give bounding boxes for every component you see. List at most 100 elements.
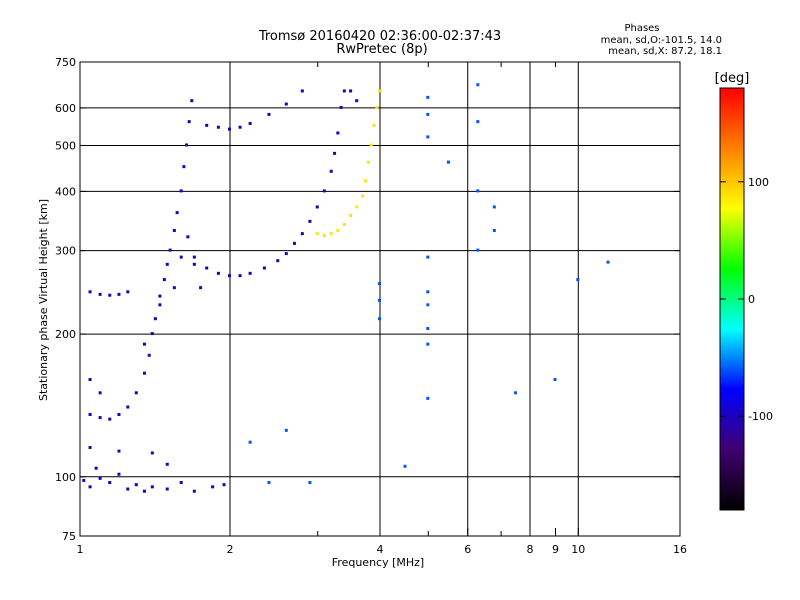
data-point	[369, 143, 373, 147]
data-point	[172, 286, 176, 290]
x-tick-label: 9	[552, 543, 559, 556]
y-tick-label: 600	[55, 102, 76, 115]
phase-info-o-mode: mean, sd,O:-101.5, 14.0	[601, 35, 722, 46]
data-point	[322, 189, 326, 193]
data-point	[179, 255, 183, 259]
y-tick-label: 400	[55, 185, 76, 198]
data-point	[117, 292, 121, 296]
data-point	[276, 259, 280, 263]
data-point	[342, 89, 346, 93]
data-point	[366, 160, 370, 164]
data-point	[315, 205, 319, 209]
phase-info-x-mode: mean, sd,X: 87.2, 18.1	[608, 46, 722, 57]
data-point	[308, 219, 312, 223]
data-point	[187, 120, 191, 124]
data-point	[476, 189, 480, 193]
data-point	[426, 342, 430, 346]
colorbar-tick-label: 0	[748, 293, 755, 306]
y-tick-label: 75	[62, 530, 76, 543]
data-point	[355, 205, 359, 209]
data-point	[248, 440, 252, 444]
data-point	[248, 271, 252, 275]
data-point	[446, 160, 450, 164]
data-point	[165, 462, 169, 466]
data-point	[134, 391, 138, 395]
y-tick-label: 100	[55, 471, 76, 484]
y-tick-label: 750	[55, 56, 76, 69]
data-point	[426, 135, 430, 139]
data-point	[426, 303, 430, 307]
data-point	[284, 252, 288, 256]
data-point	[175, 211, 179, 215]
data-point	[492, 229, 496, 233]
data-point	[94, 466, 98, 470]
data-point	[426, 255, 430, 259]
data-point	[172, 229, 176, 233]
data-point	[426, 327, 430, 331]
data-point	[238, 125, 242, 129]
x-tick-label: 6	[464, 543, 471, 556]
data-point	[134, 483, 138, 487]
colorbar-label: [deg]	[715, 71, 750, 86]
data-point	[205, 123, 209, 127]
data-point	[88, 446, 92, 450]
data-point	[108, 293, 112, 297]
data-point	[179, 481, 183, 485]
data-point	[284, 428, 288, 432]
data-point	[216, 271, 220, 275]
x-tick-label: 1	[77, 543, 84, 556]
data-point	[192, 262, 196, 266]
data-point	[426, 95, 430, 99]
data-point	[336, 131, 340, 135]
data-point	[349, 213, 353, 217]
data-point	[88, 413, 92, 417]
data-point	[98, 476, 102, 480]
data-point	[426, 112, 430, 116]
colorbar-tick-label: -100	[748, 410, 773, 423]
data-point	[82, 478, 86, 482]
data-point	[142, 489, 146, 493]
data-point	[147, 353, 151, 357]
data-point	[339, 105, 343, 109]
data-point	[179, 189, 183, 193]
data-point	[186, 235, 190, 239]
data-point	[606, 260, 610, 264]
data-point	[211, 485, 215, 489]
data-point	[142, 342, 146, 346]
data-point	[514, 391, 518, 395]
data-point	[329, 169, 333, 173]
data-point	[108, 481, 112, 485]
data-point	[126, 487, 130, 491]
data-point	[553, 378, 557, 382]
data-point	[342, 222, 346, 226]
data-point	[262, 266, 266, 270]
data-point	[165, 487, 169, 491]
data-point	[378, 317, 381, 321]
x-tick-label: 16	[673, 543, 687, 556]
y-tick-label: 300	[55, 245, 76, 258]
data-point	[308, 481, 312, 485]
data-point	[300, 89, 304, 93]
data-point	[336, 229, 340, 233]
data-point	[190, 99, 194, 103]
data-point	[117, 472, 121, 476]
data-point	[117, 413, 121, 417]
data-point	[98, 292, 102, 296]
data-point	[378, 89, 381, 93]
data-point	[292, 241, 296, 245]
data-point	[222, 483, 226, 487]
data-point	[192, 489, 196, 493]
data-point	[300, 232, 304, 236]
data-point	[329, 232, 333, 236]
data-point	[333, 151, 337, 155]
data-point	[126, 290, 130, 294]
data-point	[182, 165, 186, 169]
data-point	[426, 396, 430, 400]
data-point	[142, 371, 146, 375]
data-point	[126, 405, 130, 409]
x-tick-label: 8	[527, 543, 534, 556]
data-point	[403, 464, 407, 468]
y-tick-label: 200	[55, 328, 76, 341]
data-point	[98, 416, 102, 420]
